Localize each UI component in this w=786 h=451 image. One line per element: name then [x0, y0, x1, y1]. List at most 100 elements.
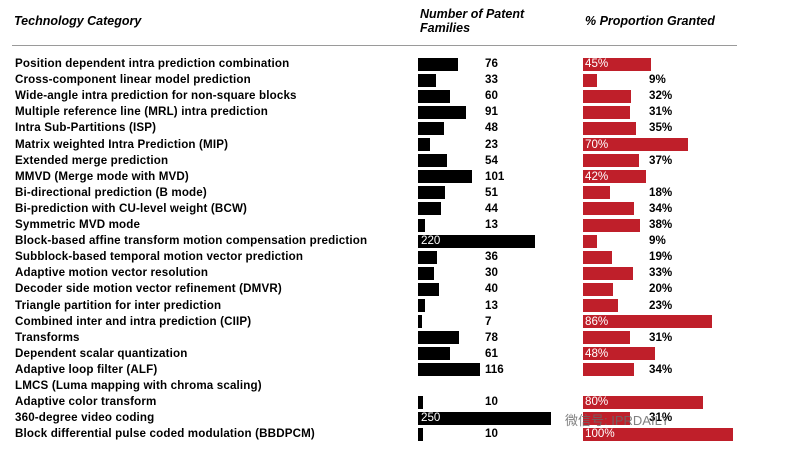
granted-proportion-bar — [583, 121, 636, 135]
patent-count-bar — [418, 299, 425, 312]
patent-count-label: 54 — [485, 153, 498, 167]
patent-count-label: 48 — [485, 121, 498, 135]
patent-count-bar — [418, 234, 536, 248]
patent-count-bar — [418, 105, 467, 119]
patent-count-label: 78 — [485, 330, 498, 344]
granted-proportion-label: 34% — [649, 201, 673, 215]
granted-proportion-label: 31% — [649, 105, 673, 119]
patent-count-bar — [418, 250, 438, 264]
granted-proportion-label: 70% — [585, 137, 609, 151]
granted-proportion-label: 19% — [649, 250, 673, 264]
granted-proportion-bar — [583, 250, 612, 264]
patent-count-label: 250 — [421, 411, 441, 425]
granted-proportion-label: 80% — [585, 395, 609, 409]
granted-proportion-label: 9% — [649, 73, 666, 87]
category-label: Matrix weighted Intra Prediction (MIP) — [15, 137, 229, 151]
category-label: Adaptive color transform — [15, 395, 157, 409]
granted-proportion-bar — [583, 363, 634, 377]
granted-proportion-bar — [583, 299, 618, 312]
category-label: Block differential pulse coded modulatio… — [15, 427, 315, 441]
patent-count-label: 116 — [485, 362, 504, 376]
granted-proportion-label: 31% — [649, 330, 673, 344]
patent-count-label: 76 — [485, 57, 498, 70]
category-label: Multiple reference line (MRL) intra pred… — [15, 105, 268, 119]
granted-proportion-bar — [583, 186, 610, 200]
granted-proportion-bar — [583, 73, 597, 87]
category-label: Symmetric MVD mode — [15, 218, 141, 231]
patent-count-label: 91 — [485, 105, 498, 119]
patent-count-bar — [418, 331, 460, 345]
granted-proportion-bar — [583, 331, 630, 345]
granted-proportion-bar — [583, 234, 597, 248]
category-label: MMVD (Merge mode with MVD) — [15, 169, 189, 183]
category-label: Transforms — [15, 330, 80, 344]
patent-count-label: 7 — [485, 314, 492, 328]
granted-proportion-label: 33% — [649, 266, 673, 280]
patent-count-label: 13 — [485, 218, 498, 231]
patent-count-bar — [418, 395, 424, 409]
category-label: Bi-directional prediction (B mode) — [15, 185, 207, 199]
granted-proportion-bar — [583, 266, 633, 280]
patent-count-bar — [418, 89, 450, 103]
category-label: Adaptive motion vector resolution — [15, 266, 209, 280]
patent-count-label: 10 — [485, 427, 498, 441]
patent-count-label: 101 — [485, 169, 505, 183]
header-proportion-granted: % Proportion Granted — [585, 14, 715, 28]
category-label: Combined inter and intra prediction (CII… — [15, 314, 252, 328]
granted-proportion-bar — [583, 89, 631, 103]
category-label: Decoder side motion vector refinement (D… — [15, 282, 282, 296]
category-label: LMCS (Luma mapping with chroma scaling) — [15, 379, 262, 392]
granted-proportion-bar — [583, 395, 703, 409]
patent-count-label: 51 — [485, 185, 498, 199]
category-label: 360-degree video coding — [15, 411, 155, 425]
granted-proportion-label: 38% — [649, 218, 673, 231]
patent-count-label: 40 — [485, 282, 498, 296]
patent-count-bar — [418, 154, 447, 168]
patent-count-bar — [418, 73, 436, 87]
category-label: Triangle partition for inter prediction — [15, 298, 222, 312]
patent-count-label: 10 — [485, 395, 498, 409]
granted-proportion-bar — [583, 170, 646, 184]
granted-proportion-label: 45% — [585, 57, 609, 70]
granted-proportion-bar — [583, 411, 630, 425]
granted-proportion-label: 42% — [585, 169, 609, 183]
patent-count-label: 220 — [421, 234, 441, 248]
granted-proportion-label: 48% — [585, 346, 609, 360]
patent-count-bar — [418, 170, 472, 184]
patent-count-label: 61 — [485, 346, 498, 360]
patent-count-bar — [418, 138, 431, 151]
category-label: Wide-angle intra prediction for non-squa… — [15, 89, 297, 103]
granted-proportion-bar — [583, 282, 613, 296]
patent-count-label: 23 — [485, 137, 498, 151]
header-divider — [12, 45, 737, 46]
granted-proportion-label: 23% — [649, 298, 673, 312]
patent-count-label: 36 — [485, 250, 498, 264]
patent-count-bar — [418, 186, 446, 200]
granted-proportion-label: 31% — [649, 411, 673, 425]
category-label: Cross-component linear model prediction — [15, 73, 251, 87]
granted-proportion-label: 35% — [649, 121, 673, 135]
header-technology-category: Technology Category — [14, 14, 142, 28]
granted-proportion-label: 20% — [649, 282, 673, 296]
patent-count-bar — [418, 347, 451, 361]
patent-count-label: 44 — [485, 201, 498, 215]
granted-proportion-bar — [583, 347, 655, 361]
granted-proportion-bar — [583, 202, 634, 216]
category-label: Dependent scalar quantization — [15, 346, 188, 360]
patent-count-label: 30 — [485, 266, 498, 280]
header-number-of-patent-families: Number of Patent Families — [420, 7, 525, 35]
granted-proportion-label: 32% — [649, 89, 673, 103]
patent-count-bar — [418, 57, 459, 71]
patent-count-bar — [418, 411, 551, 425]
patent-count-bar — [418, 202, 442, 216]
granted-proportion-bar — [583, 105, 630, 119]
category-label: Block-based affine transform motion comp… — [15, 234, 368, 248]
patent-count-label: 60 — [485, 89, 498, 103]
category-label: Adaptive loop filter (ALF) — [15, 362, 158, 376]
granted-proportion-bar — [583, 218, 640, 232]
granted-proportion-label: 34% — [649, 362, 673, 376]
granted-proportion-label: 9% — [649, 234, 666, 248]
patent-count-bar — [418, 121, 444, 135]
granted-proportion-label: 18% — [649, 185, 673, 199]
